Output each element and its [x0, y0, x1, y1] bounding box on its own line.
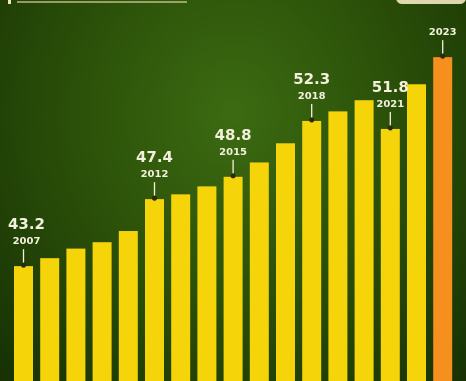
bar-2022	[407, 84, 426, 381]
year-label-2007: 2007	[13, 236, 41, 247]
leader-dot-2023	[440, 53, 446, 59]
leader-dot-2018	[309, 117, 315, 123]
year-label-2018: 2018	[298, 91, 326, 102]
year-label-2023: 2023	[429, 27, 457, 38]
leader-dot-2012	[151, 195, 158, 201]
bar-2013	[171, 194, 191, 381]
bar-2008	[40, 258, 60, 381]
value-label-2012: 47.4	[136, 148, 173, 166]
value-label-2015: 48.8	[215, 126, 252, 144]
value-label-2007: 43.2	[8, 215, 45, 233]
leader-dot-2007	[20, 262, 27, 268]
bar-2012	[145, 199, 164, 381]
bar-2010	[92, 242, 112, 381]
bar-2020	[354, 100, 374, 381]
leader-dot-2015	[230, 173, 236, 179]
bar-2007	[14, 266, 33, 381]
value-label-2021: 51.8	[372, 78, 409, 96]
header-rule	[8, 0, 198, 4]
year-label-2015: 2015	[219, 147, 247, 158]
year-label-2012: 2012	[141, 169, 169, 180]
bar-2017	[276, 143, 295, 381]
leader-dot-2021	[387, 125, 393, 131]
bar-2016	[249, 162, 269, 381]
year-label-2021: 2021	[376, 99, 404, 110]
bar-2015	[223, 176, 243, 381]
bar-2009	[66, 248, 86, 381]
bar-2023	[433, 57, 453, 381]
bar-2011	[118, 231, 138, 381]
value-label-2018: 52.3	[293, 70, 330, 88]
bar-2021	[380, 128, 400, 381]
highlight-value-label-cutoff	[396, 0, 466, 4]
bar-2018	[302, 120, 322, 381]
bar-2014	[197, 186, 217, 381]
bar-2019	[328, 111, 348, 381]
